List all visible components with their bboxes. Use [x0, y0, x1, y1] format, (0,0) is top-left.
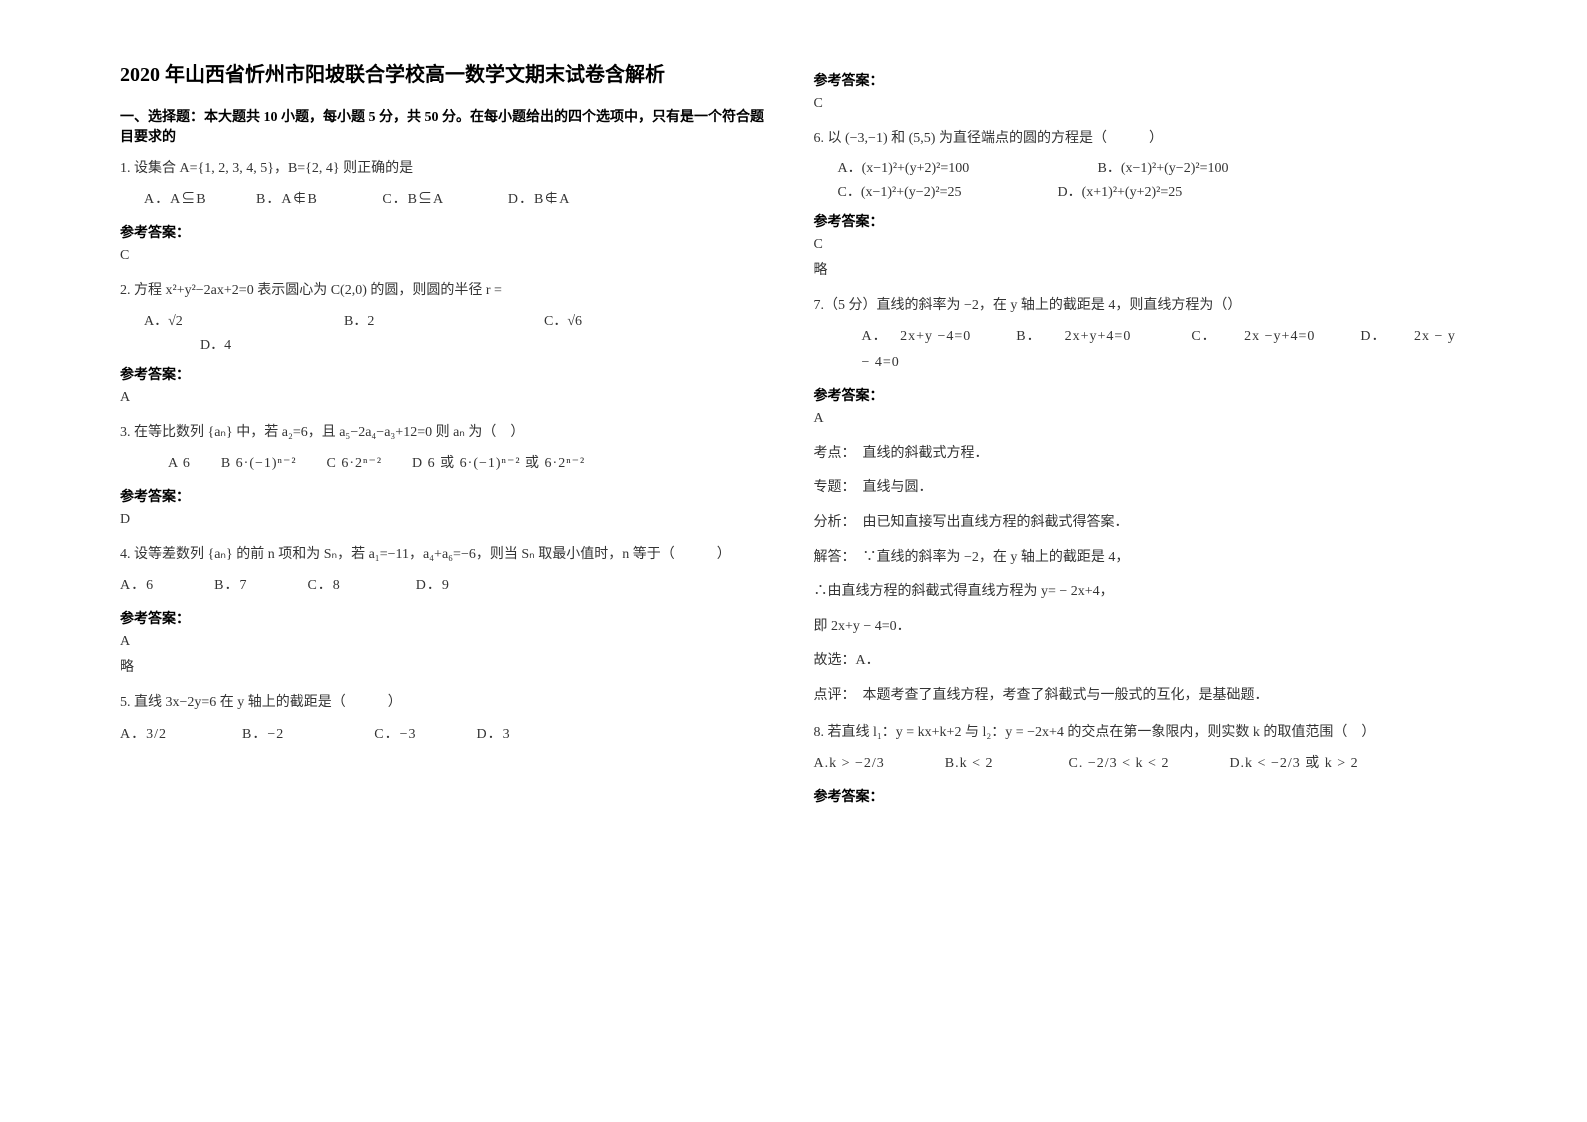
question-6-options-row2: C．(x−1)²+(y−2)²=25 D．(x+1)²+(y+2)²=25: [838, 181, 1468, 201]
question-3-answer-label: 参考答案：: [120, 486, 774, 506]
section-one-heading: 一、选择题：本大题共 10 小题，每小题 5 分，共 50 分。在每小题给出的四…: [120, 106, 774, 146]
question-4-note: 略: [120, 656, 774, 676]
question-7-explain-8: 点评： 本题考查了直线方程，考查了斜截式与一般式的互化，是基础题．: [814, 683, 1468, 710]
question-2-opt-a: A．√2: [144, 310, 344, 330]
question-7-options: A． 2x+y −4=0 B． 2x+y+4=0 C． 2x −y+4=0 D．…: [862, 324, 1468, 374]
question-7-explain-5: ∴由直线方程的斜截式得直线方程为 y= − 2x+4，: [814, 579, 1468, 606]
question-5-options: A．3/2 B．−2 C．−3 D．3: [120, 722, 774, 747]
question-2-stem: 2. 方程 x²+y²−2ax+2=0 表示圆心为 C(2,0) 的圆，则圆的半…: [120, 278, 774, 303]
question-6-answer-label: 参考答案：: [814, 211, 1468, 231]
question-1-answer: C: [120, 248, 774, 264]
question-5-answer-label: 参考答案：: [814, 70, 1468, 90]
question-2-answer: A: [120, 390, 774, 406]
question-7-answer-label: 参考答案：: [814, 385, 1468, 405]
question-7-explain-2: 专题： 直线与圆．: [814, 475, 1468, 502]
question-4-answer-label: 参考答案：: [120, 608, 774, 628]
question-3-stem: 3. 在等比数列 {aₙ} 中，若 a₂=6，且 a₅−2a₄−a₃+12=0 …: [120, 420, 774, 445]
question-1-options: A．A⊆B B．A∉B C．B⊆A D．B∉A: [144, 187, 774, 212]
question-7-explain-3: 分析： 由已知直接写出直线方程的斜截式得答案．: [814, 510, 1468, 537]
question-7-stem: 7.（5 分）直线的斜率为 −2，在 y 轴上的截距是 4，则直线方程为（）: [814, 293, 1468, 318]
question-4-options: A．6 B．7 C．8 D．9: [120, 573, 774, 598]
question-7-answer: A: [814, 411, 1468, 427]
question-7-explain-7: 故选：A．: [814, 648, 1468, 675]
question-5-answer: C: [814, 96, 1468, 112]
question-2-options-row1: A．√2 B．2 C．√6: [144, 310, 774, 330]
right-column: 参考答案： C 6. 以 (−3,−1) 和 (5,5) 为直径端点的圆的方程是…: [794, 60, 1488, 1062]
question-6-opt-d: D．(x+1)²+(y+2)²=25: [1058, 181, 1183, 201]
question-6-opt-a: A．(x−1)²+(y+2)²=100: [838, 157, 1098, 177]
left-column: 2020 年山西省忻州市阳坡联合学校高一数学文期末试卷含解析 一、选择题：本大题…: [100, 60, 794, 1062]
question-7-explain-6: 即 2x+y − 4=0．: [814, 614, 1468, 641]
question-6-opt-c: C．(x−1)²+(y−2)²=25: [838, 181, 1058, 201]
question-8-options: A.k > −2/3 B.k < 2 C. −2/3 < k < 2 D.k <…: [814, 751, 1468, 776]
question-2-opt-b: B．2: [344, 310, 544, 330]
question-1-answer-label: 参考答案：: [120, 222, 774, 242]
question-2-opt-c: C．√6: [544, 310, 664, 330]
question-6-opt-b: B．(x−1)²+(y−2)²=100: [1098, 157, 1229, 177]
question-6-answer: C: [814, 237, 1468, 253]
question-3-answer: D: [120, 512, 774, 528]
question-1-stem: 1. 设集合 A={1, 2, 3, 4, 5}，B={2, 4} 则正确的是: [120, 156, 774, 181]
question-6-options-row1: A．(x−1)²+(y+2)²=100 B．(x−1)²+(y−2)²=100: [838, 157, 1468, 177]
question-7-explain-1: 考点： 直线的斜截式方程．: [814, 441, 1468, 468]
question-4-answer: A: [120, 634, 774, 650]
question-3-options: A 6 B 6·(−1)ⁿ⁻² C 6·2ⁿ⁻² D 6 或 6·(−1)ⁿ⁻²…: [168, 451, 774, 476]
page-title: 2020 年山西省忻州市阳坡联合学校高一数学文期末试卷含解析: [120, 60, 774, 90]
question-8-answer-label: 参考答案：: [814, 786, 1468, 806]
question-2-opt-d: D．4: [200, 334, 774, 354]
question-6-stem: 6. 以 (−3,−1) 和 (5,5) 为直径端点的圆的方程是（ ）: [814, 126, 1468, 151]
question-6-note: 略: [814, 259, 1468, 279]
question-8-stem: 8. 若直线 l₁：y = kx+k+2 与 l₂：y = −2x+4 的交点在…: [814, 720, 1468, 745]
question-7-explain-4: 解答： ∵直线的斜率为 −2，在 y 轴上的截距是 4，: [814, 545, 1468, 572]
question-2-answer-label: 参考答案：: [120, 364, 774, 384]
question-4-stem: 4. 设等差数列 {aₙ} 的前 n 项和为 Sₙ，若 a₁=−11，a₄+a₆…: [120, 542, 774, 567]
question-5-stem: 5. 直线 3x−2y=6 在 y 轴上的截距是（ ）: [120, 690, 774, 715]
